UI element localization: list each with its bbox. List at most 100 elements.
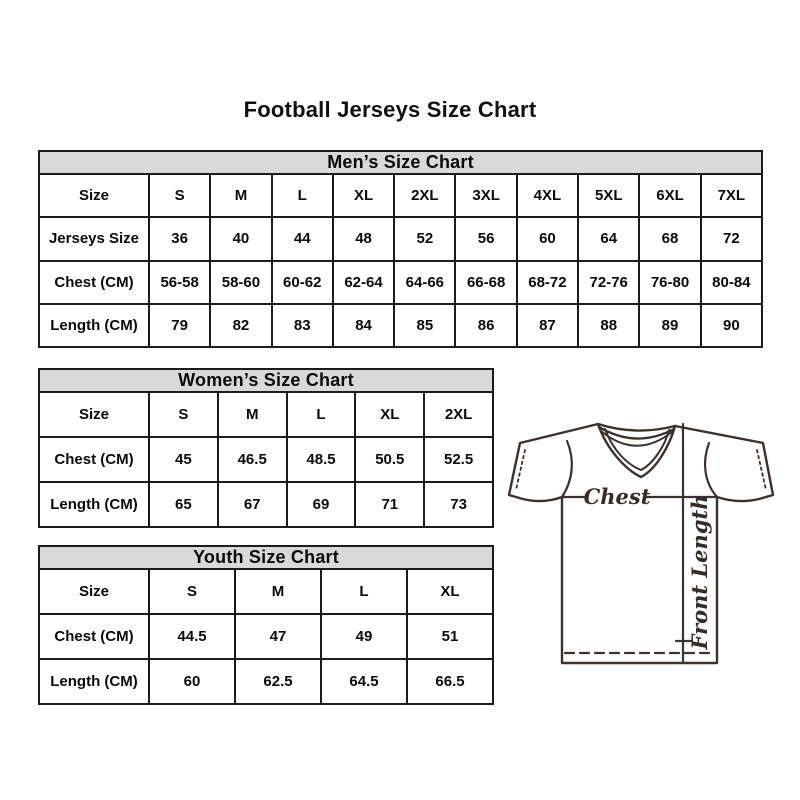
page-title: Football Jerseys Size Chart	[243, 97, 537, 122]
row-label-cell: Length (CM)	[38, 658, 150, 705]
right-sleeve-seam	[703, 441, 719, 499]
value-cell: 67	[216, 481, 288, 528]
table-row: Chest (CM) 45 46.5 48.5 50.5 52.5	[38, 436, 494, 483]
value-cell: M	[216, 391, 288, 438]
value-cell: 76-80	[638, 259, 702, 305]
value-cell: 84	[331, 302, 396, 349]
table-row: Chest (CM) 44.5 47 49 51	[38, 613, 494, 660]
table-row: Length (CM) 79 82 83 84 85 86 87 88 89 90	[38, 302, 764, 349]
value-cell: 58-60	[209, 259, 273, 305]
value-cell: 66-68	[454, 259, 518, 305]
row-label-cell: Jerseys Size	[38, 216, 150, 262]
value-cell: 7XL	[699, 172, 764, 219]
value-cell: 45	[148, 436, 219, 483]
table-row: Length (CM) 65 67 69 71 73	[38, 481, 494, 528]
left-cuff-stitch	[515, 449, 526, 491]
value-cell: 4XL	[515, 172, 580, 219]
value-cell: 48.5	[285, 436, 357, 483]
value-cell: S	[148, 391, 219, 438]
womens-size-table: Women’s Size Chart Size S M L XL 2XL Chest (CM…	[38, 368, 494, 528]
row-label-cell: Length (CM)	[38, 481, 150, 528]
value-cell: S	[147, 172, 212, 219]
value-cell: 60	[515, 216, 580, 262]
value-cell: 3XL	[454, 172, 518, 219]
row-label-cell: Length (CM)	[38, 302, 150, 349]
value-cell: 64-66	[393, 259, 457, 305]
table-row: Size S M L XL 2XL	[38, 391, 494, 438]
value-cell: 2XL	[423, 391, 494, 438]
value-cell: 80-84	[699, 259, 764, 305]
value-cell: 87	[515, 302, 580, 349]
value-cell: XL	[354, 391, 426, 438]
value-cell: 6XL	[638, 172, 702, 219]
value-cell: 88	[577, 302, 641, 349]
youth-size-table: Youth Size Chart Size S M L XL Chest (CM) 44.5…	[38, 545, 494, 705]
front-length-label: Front Length	[687, 495, 712, 651]
value-cell: 86	[454, 302, 518, 349]
jersey-outline	[507, 422, 775, 665]
value-cell: 44.5	[148, 613, 236, 660]
value-cell: 83	[270, 302, 334, 349]
table-row: Size S M L XL	[38, 568, 494, 615]
value-cell: 52	[393, 216, 457, 262]
value-cell: 44	[270, 216, 334, 262]
value-cell: 89	[638, 302, 702, 349]
value-cell: 73	[423, 481, 494, 528]
value-cell: 62-64	[331, 259, 396, 305]
value-cell: 72-76	[577, 259, 641, 305]
value-cell: L	[285, 391, 357, 438]
value-cell: 2XL	[393, 172, 457, 219]
value-cell: 56	[454, 216, 518, 262]
row-label-cell: Size	[38, 568, 150, 615]
row-label-cell: Size	[38, 391, 150, 438]
womens-table-title: Women’s Size Chart	[38, 368, 494, 393]
left-sleeve-seam	[560, 439, 573, 499]
row-label-cell: Chest (CM)	[38, 613, 150, 660]
table-title-row: Youth Size Chart	[38, 545, 494, 570]
value-cell: M	[234, 568, 322, 615]
value-cell: 62.5	[234, 658, 322, 705]
chest-label: Chest	[584, 484, 651, 509]
value-cell: 50.5	[354, 436, 426, 483]
value-cell: 64.5	[320, 658, 408, 705]
value-cell: S	[148, 568, 236, 615]
value-cell: 48	[331, 216, 396, 262]
value-cell: M	[209, 172, 273, 219]
value-cell: 64	[577, 216, 641, 262]
value-cell: 46.5	[216, 436, 288, 483]
youth-table-title: Youth Size Chart	[38, 545, 494, 570]
value-cell: 69	[285, 481, 357, 528]
table-title-row: Women’s Size Chart	[38, 368, 494, 393]
row-label-cell: Chest (CM)	[38, 436, 150, 483]
value-cell: 49	[320, 613, 408, 660]
value-cell: 90	[699, 302, 764, 349]
mens-size-table: Men’s Size Chart Size S M L XL 2XL 3XL 4XL 5XL 6X…	[38, 150, 764, 349]
row-label-cell: Chest (CM)	[38, 259, 150, 305]
value-cell: 51	[406, 613, 494, 660]
value-cell: 79	[147, 302, 212, 349]
value-cell: 40	[209, 216, 273, 262]
value-cell: 66.5	[406, 658, 494, 705]
table-row: Length (CM) 60 62.5 64.5 66.5	[38, 658, 494, 705]
value-cell: 82	[209, 302, 273, 349]
value-cell: 56-58	[147, 259, 212, 305]
value-cell: 60-62	[270, 259, 334, 305]
right-cuff-stitch	[756, 449, 767, 491]
value-cell: 72	[699, 216, 764, 262]
value-cell: 47	[234, 613, 322, 660]
value-cell: 36	[147, 216, 212, 262]
mens-table-title: Men’s Size Chart	[38, 150, 763, 175]
value-cell: 60	[148, 658, 236, 705]
table-row: Jerseys Size 36 40 44 48 52 56 60 64 68 72	[38, 216, 764, 262]
value-cell: 52.5	[423, 436, 494, 483]
value-cell: XL	[331, 172, 396, 219]
value-cell: L	[320, 568, 408, 615]
value-cell: 65	[148, 481, 219, 528]
value-cell: 68-72	[515, 259, 580, 305]
jersey-measurement-diagram: Chest Front Length	[495, 400, 795, 680]
row-label-cell: Size	[38, 172, 150, 219]
table-row: Chest (CM) 56-58 58-60 60-62 62-64 64-66 66-68…	[38, 259, 764, 305]
collar-band	[596, 422, 677, 432]
table-row: Size S M L XL 2XL 3XL 4XL 5XL 6XL 7XL	[38, 172, 764, 219]
collar-inner-v	[604, 428, 670, 471]
